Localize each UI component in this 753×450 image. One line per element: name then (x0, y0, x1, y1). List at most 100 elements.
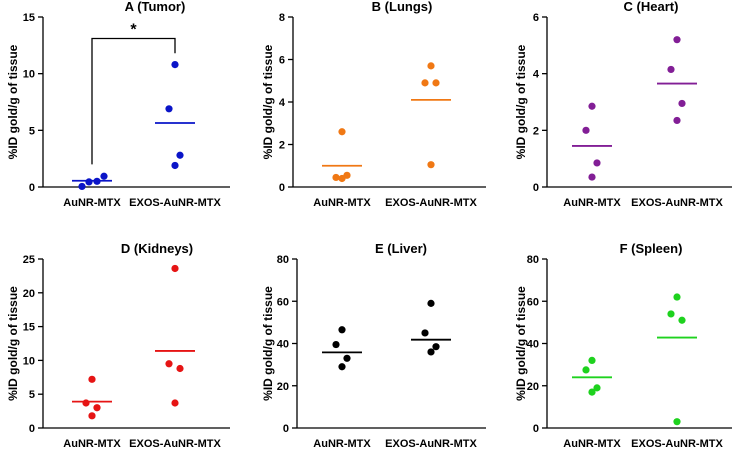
y-tick-label: 4 (279, 97, 286, 109)
data-point (93, 404, 101, 412)
data-point (171, 161, 179, 170)
panel-6: F (Spleen) %ID gold/g of tissue 0 20 40 60 80 A… (514, 241, 732, 450)
data-point (165, 360, 173, 368)
panel-title: E (Liver) (375, 241, 427, 256)
y-tick-label: 6 (533, 12, 539, 24)
panel-2: B (Lungs) %ID gold/g of tissue 0 2 4 6 8 AuNR-M… (261, 0, 486, 209)
y-tick-label: 15 (23, 322, 35, 334)
data-point (100, 172, 108, 180)
data-point (88, 412, 96, 420)
y-tick-label: 40 (527, 339, 539, 351)
y-tick-label: 15 (23, 12, 35, 24)
category-label: EXOS-AuNR-MTX (129, 197, 221, 209)
data-point (432, 79, 440, 87)
data-point (588, 102, 596, 110)
panel-1: A (Tumor) %ID gold/g of tissue 0 5 10 15 AuNR-… (6, 0, 230, 209)
y-tick-label: 0 (533, 423, 539, 435)
panel-3: C (Heart) %ID gold/g of tissue 0 2 4 6 AuNR-MT… (514, 0, 732, 209)
y-tick-label: 60 (277, 296, 289, 308)
data-point (673, 293, 681, 301)
y-tick-label: 0 (283, 423, 289, 435)
y-tick-label: 20 (277, 381, 289, 393)
y-tick-label: 2 (533, 125, 539, 137)
y-tick-label: 5 (29, 389, 35, 401)
data-point (673, 418, 681, 426)
y-tick-label: 8 (279, 12, 285, 24)
data-point (421, 329, 429, 337)
data-point (171, 61, 179, 69)
data-point (593, 384, 601, 392)
category-label: AuNR-MTX (313, 197, 371, 209)
data-point (338, 174, 346, 183)
data-point (588, 173, 596, 181)
category-label: AuNR-MTX (313, 438, 371, 450)
y-axis-label: %ID gold/g of tissue (6, 286, 20, 401)
y-axis-label: %ID gold/g of tissue (261, 44, 275, 159)
y-axis-label: %ID gold/g of tissue (514, 286, 528, 401)
data-point (78, 182, 86, 191)
category-label: AuNR-MTX (563, 438, 621, 450)
category-label: EXOS-AuNR-MTX (385, 197, 477, 209)
category-label: EXOS-AuNR-MTX (631, 438, 723, 450)
y-axis-label: %ID gold/g of tissue (6, 44, 20, 159)
y-tick-label: 40 (277, 339, 289, 351)
y-tick-label: 2 (279, 140, 285, 152)
y-axis-label: %ID gold/g of tissue (261, 286, 275, 401)
data-point (338, 326, 346, 334)
y-tick-label: 5 (29, 125, 35, 137)
panel-title: D (Kidneys) (121, 241, 193, 256)
data-point (171, 399, 179, 407)
category-label: EXOS-AuNR-MTX (631, 197, 723, 209)
data-point (93, 177, 101, 185)
y-tick-label: 0 (533, 182, 539, 194)
panel-title: C (Heart) (624, 0, 679, 14)
y-tick-label: 60 (527, 296, 539, 308)
data-point (673, 36, 681, 44)
data-point (85, 178, 93, 186)
data-point (332, 340, 340, 349)
data-point (343, 354, 351, 362)
data-point (88, 375, 96, 383)
data-point (678, 316, 686, 324)
data-point (427, 299, 435, 307)
panel-5: E (Liver) %ID gold/g of tissue 0 20 40 60 80 Au… (261, 241, 486, 450)
panel-title: B (Lungs) (372, 0, 433, 14)
y-tick-label: 0 (29, 423, 35, 435)
data-point (427, 161, 435, 169)
data-point (588, 388, 596, 396)
category-label: AuNR-MTX (63, 197, 121, 209)
data-point (421, 79, 429, 87)
category-label: EXOS-AuNR-MTX (385, 438, 477, 450)
data-point (588, 356, 596, 364)
y-tick-label: 10 (23, 355, 35, 367)
y-tick-label: 10 (23, 69, 35, 81)
data-point (176, 151, 184, 159)
significance-bracket (91, 37, 176, 165)
data-point (338, 128, 346, 136)
data-point (582, 366, 590, 374)
category-label: AuNR-MTX (563, 197, 621, 209)
y-tick-label: 6 (279, 55, 285, 67)
y-tick-label: 4 (533, 69, 540, 81)
significance-marker: * (130, 22, 137, 39)
y-tick-label: 80 (277, 254, 289, 266)
data-point (176, 364, 184, 373)
panel-title: A (Tumor) (125, 0, 186, 14)
data-point (82, 399, 90, 407)
data-point (673, 116, 681, 125)
data-point (165, 105, 173, 113)
data-point (171, 264, 179, 273)
data-point (593, 159, 601, 167)
data-point (582, 126, 590, 134)
data-point (667, 65, 675, 74)
data-point (432, 343, 440, 351)
data-point (338, 363, 346, 371)
y-tick-label: 20 (23, 288, 35, 300)
panel-4: D (Kidneys) %ID gold/g of tissue 0 5 10 15 20 2… (6, 241, 230, 450)
y-tick-label: 20 (527, 381, 539, 393)
category-label: AuNR-MTX (63, 438, 121, 450)
y-tick-label: 80 (527, 254, 539, 266)
y-tick-label: 0 (29, 182, 35, 194)
data-point (427, 348, 435, 356)
